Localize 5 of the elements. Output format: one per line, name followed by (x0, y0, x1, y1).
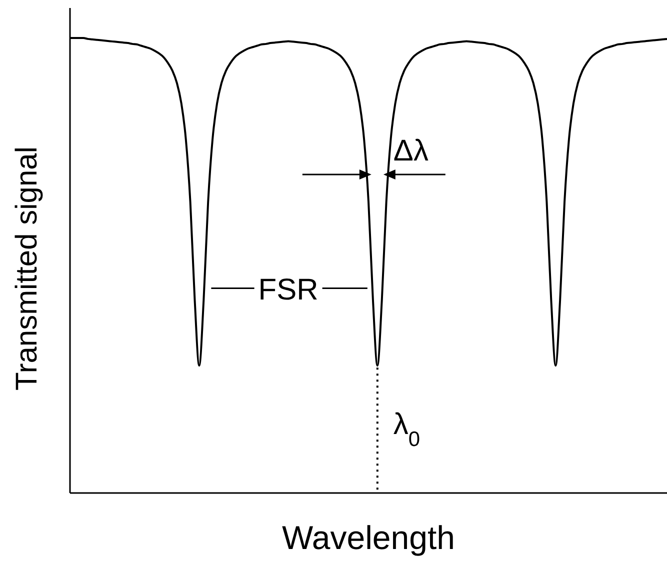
annotation: λ$_{0}$ (393, 408, 420, 450)
x-axis-title: Wavelength (282, 519, 456, 556)
y-axis-title: Transmitted signal (10, 146, 44, 390)
annotation: Δλ (393, 134, 428, 168)
annotation: FSR (258, 273, 318, 306)
